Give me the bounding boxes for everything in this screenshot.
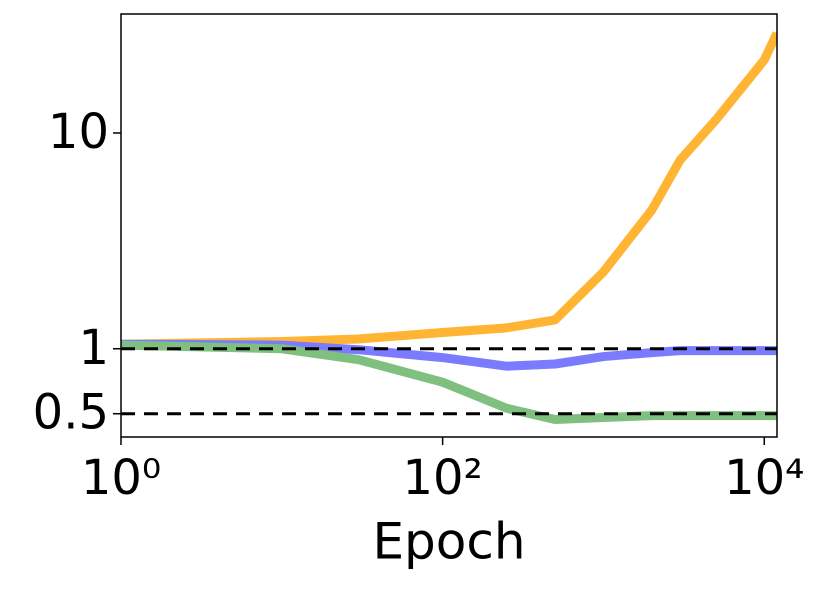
y-tick-label: 10 xyxy=(48,104,109,160)
x-tick-label: 10² xyxy=(402,450,482,506)
x-tick-label: 10⁴ xyxy=(724,450,804,506)
series-line xyxy=(121,340,777,425)
plot-frame xyxy=(120,13,778,438)
series-line xyxy=(121,31,777,349)
x-tick-label: 10⁰ xyxy=(81,450,161,506)
y-tick-label: 0.5 xyxy=(33,385,109,441)
y-tick-label: 1 xyxy=(78,320,109,376)
series-line xyxy=(121,339,777,371)
x-axis-label: Epoch xyxy=(372,513,525,571)
